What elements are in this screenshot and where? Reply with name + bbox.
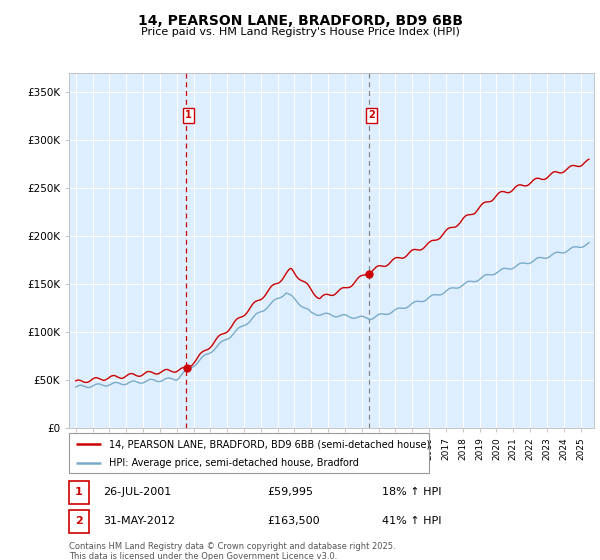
Text: 31-MAY-2012: 31-MAY-2012 [103, 516, 175, 526]
Text: 14, PEARSON LANE, BRADFORD, BD9 6BB: 14, PEARSON LANE, BRADFORD, BD9 6BB [137, 14, 463, 28]
Text: 41% ↑ HPI: 41% ↑ HPI [382, 516, 442, 526]
Text: 14, PEARSON LANE, BRADFORD, BD9 6BB (semi-detached house): 14, PEARSON LANE, BRADFORD, BD9 6BB (sem… [109, 439, 430, 449]
FancyBboxPatch shape [69, 480, 89, 504]
Text: 18% ↑ HPI: 18% ↑ HPI [382, 487, 442, 497]
Text: Price paid vs. HM Land Registry's House Price Index (HPI): Price paid vs. HM Land Registry's House … [140, 27, 460, 37]
Text: Contains HM Land Registry data © Crown copyright and database right 2025.
This d: Contains HM Land Registry data © Crown c… [69, 542, 395, 560]
Text: £163,500: £163,500 [268, 516, 320, 526]
Text: 1: 1 [185, 110, 192, 120]
Text: 2: 2 [368, 110, 375, 120]
Text: £59,995: £59,995 [268, 487, 313, 497]
Text: 2: 2 [75, 516, 83, 526]
Text: 1: 1 [75, 487, 83, 497]
FancyBboxPatch shape [69, 510, 89, 533]
Text: HPI: Average price, semi-detached house, Bradford: HPI: Average price, semi-detached house,… [109, 458, 358, 468]
Text: 26-JUL-2001: 26-JUL-2001 [103, 487, 171, 497]
FancyBboxPatch shape [69, 433, 429, 473]
